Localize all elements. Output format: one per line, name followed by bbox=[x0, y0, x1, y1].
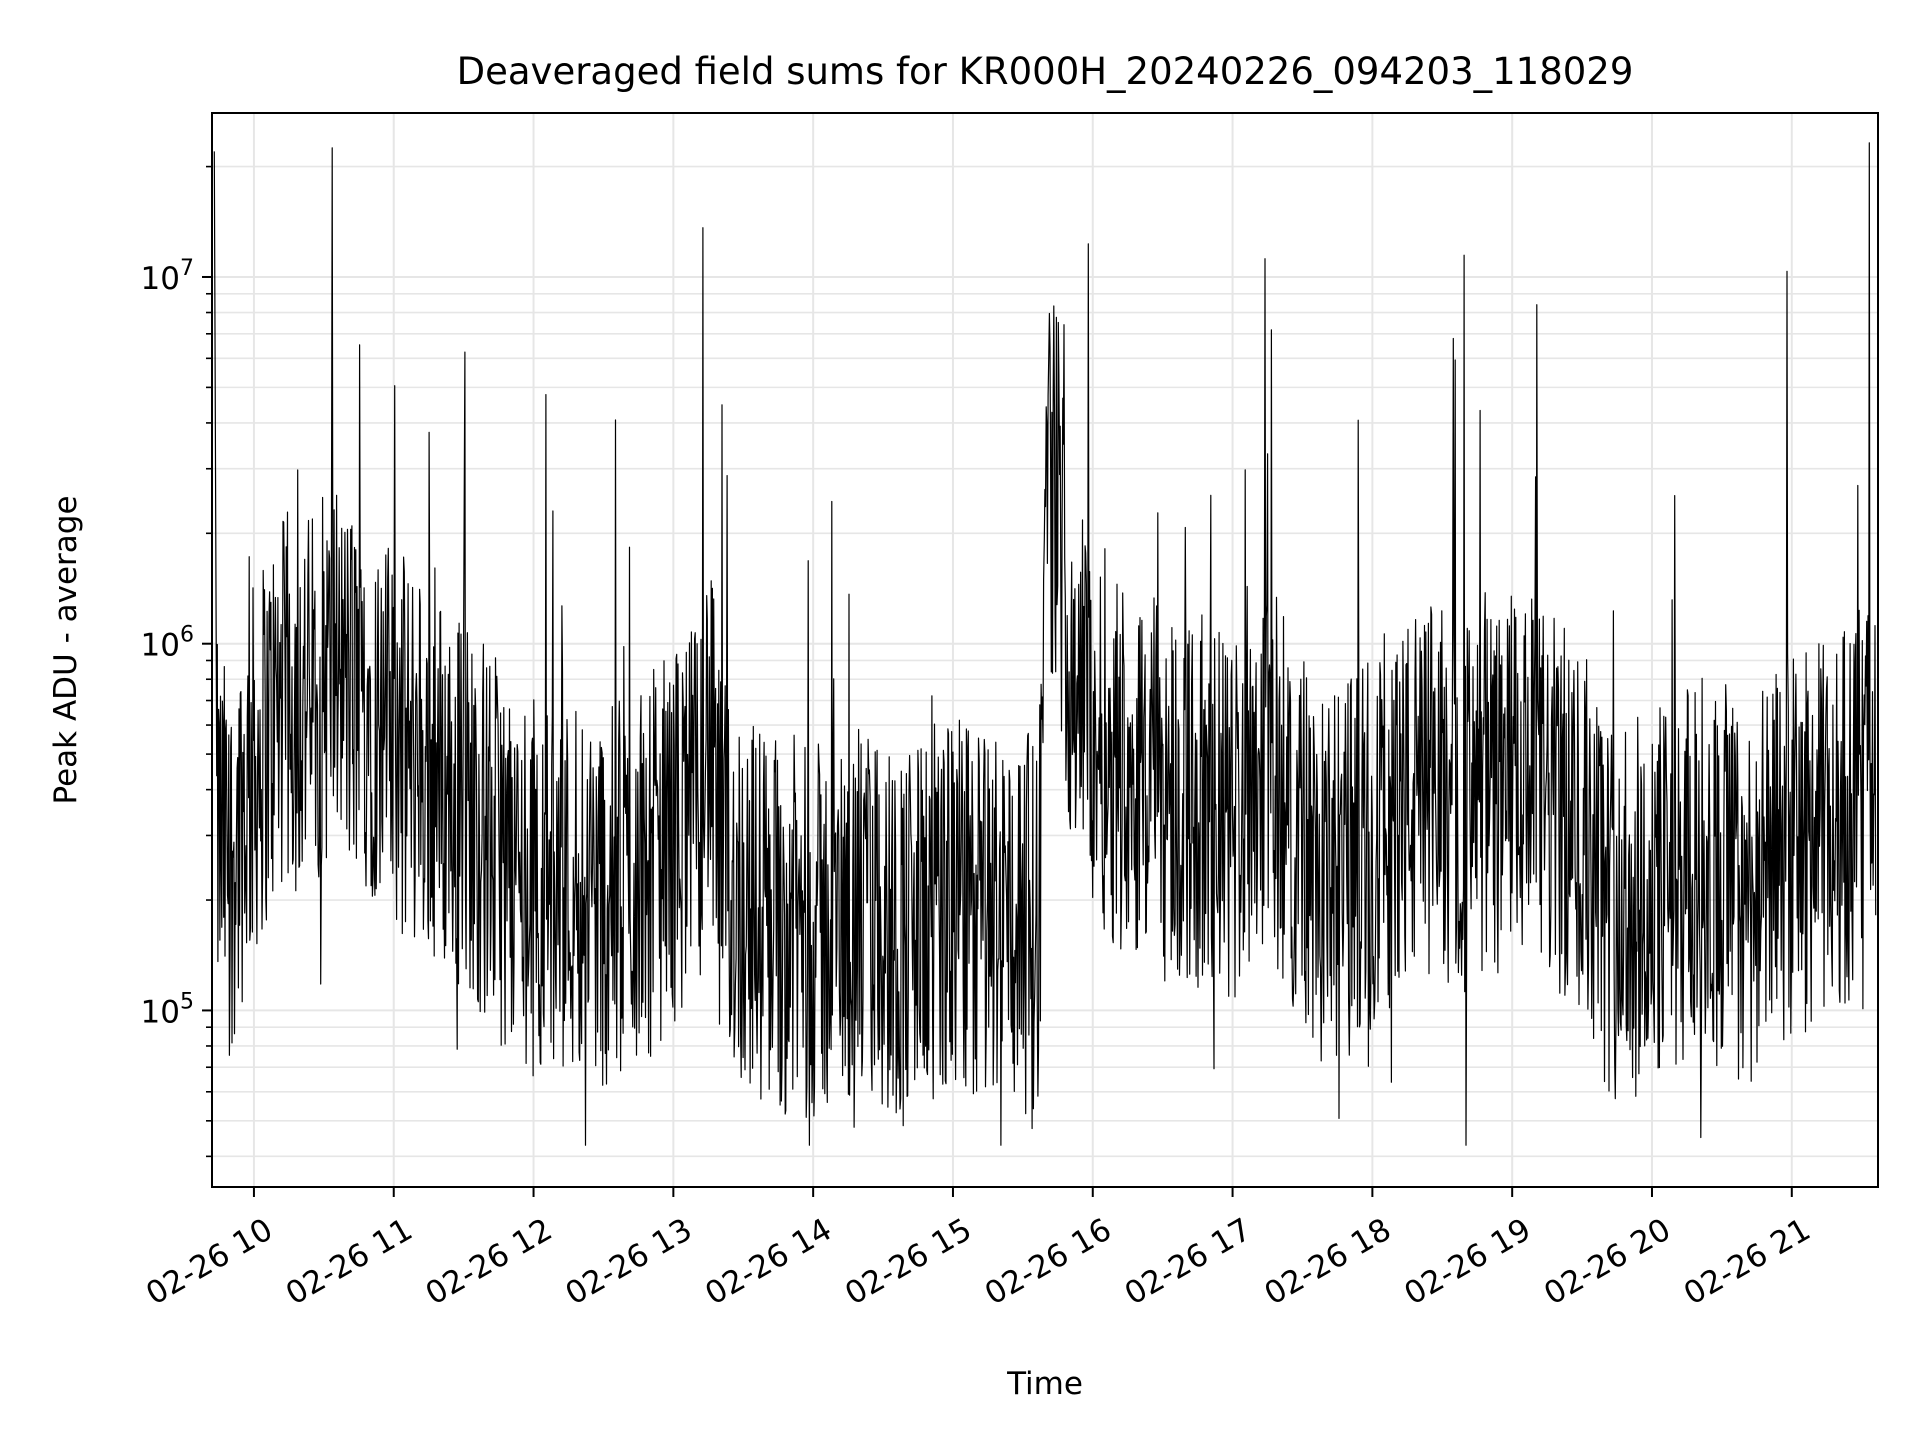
y-tick-label: 105 bbox=[141, 989, 194, 1030]
x-tick-label: 02-26 13 bbox=[559, 1212, 698, 1313]
plot-frame bbox=[211, 112, 1879, 1188]
chart-title: Deaveraged field sums for KR000H_2024022… bbox=[457, 50, 1634, 93]
x-tick-label: 02-26 20 bbox=[1538, 1212, 1677, 1313]
y-axis-label: Peak ADU - average bbox=[48, 495, 84, 804]
x-tick-label: 02-26 21 bbox=[1678, 1212, 1817, 1313]
series-layer bbox=[213, 142, 1877, 1146]
series-line bbox=[213, 142, 1877, 1146]
x-tick-label: 02-26 10 bbox=[140, 1212, 279, 1313]
x-tick-label: 02-26 16 bbox=[979, 1212, 1118, 1313]
x-tick-label: 02-26 12 bbox=[420, 1212, 559, 1313]
x-tick-label: 02-26 18 bbox=[1259, 1212, 1398, 1313]
x-axis-label: Time bbox=[1006, 1366, 1083, 1402]
x-tick-label: 02-26 15 bbox=[839, 1212, 978, 1313]
x-tick-label: 02-26 19 bbox=[1398, 1212, 1537, 1313]
x-tick-label: 02-26 17 bbox=[1119, 1212, 1258, 1313]
y-tick-label: 106 bbox=[141, 623, 194, 664]
y-tick-label: 107 bbox=[141, 256, 194, 297]
x-axis: 02-26 10 02-26 11 02-26 12 02-26 13 02-26 14… bbox=[140, 1187, 1817, 1312]
x-tick-label: 02-26 11 bbox=[280, 1212, 419, 1313]
y-axis: 105 106 107 bbox=[141, 165, 212, 1158]
x-tick-label: 02-26 14 bbox=[699, 1212, 838, 1313]
